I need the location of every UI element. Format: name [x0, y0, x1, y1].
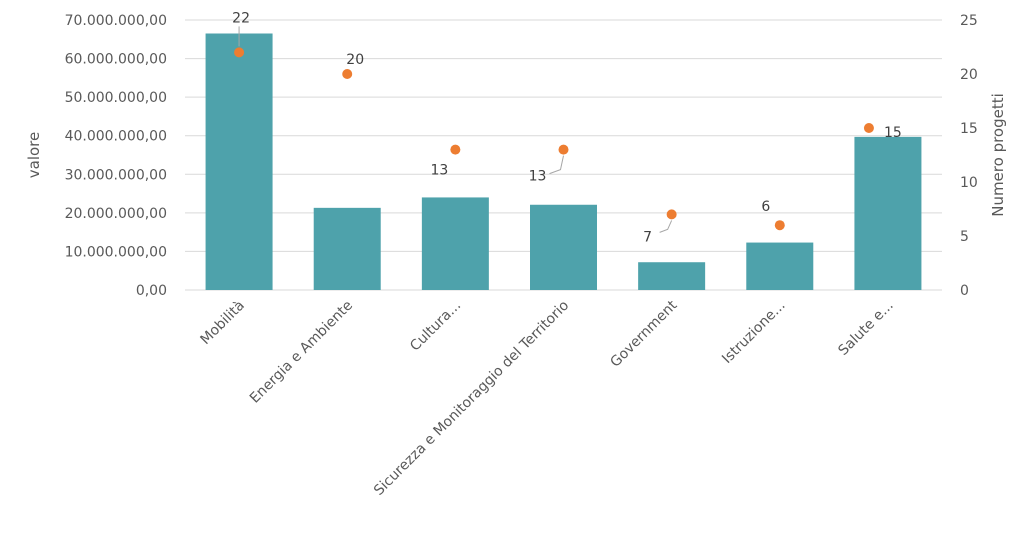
left-tick-label: 60.000.000,00: [65, 52, 167, 68]
data-point: [666, 209, 677, 220]
left-axis-title: valore: [25, 132, 43, 178]
point-data-label: 15: [884, 125, 902, 141]
left-tick-label: 10.000.000,00: [65, 244, 167, 260]
bar: [638, 262, 706, 290]
label-leader-line: [659, 220, 673, 233]
left-tick-label: 0,00: [136, 283, 167, 299]
category-label: Sicurezza e Monitoraggio del Territorio: [371, 298, 572, 499]
right-tick-label: 10: [960, 175, 978, 191]
bar: [205, 33, 273, 290]
left-tick-label: 40.000.000,00: [65, 129, 167, 145]
category-label: Istruzione...: [719, 298, 788, 367]
category-label: Cultura...: [407, 298, 464, 355]
bar-series: [205, 33, 922, 290]
right-tick-label: 25: [960, 13, 978, 29]
data-point: [774, 220, 785, 231]
label-leader-line: [549, 155, 564, 175]
right-tick-label: 20: [960, 67, 978, 83]
bar: [421, 197, 489, 290]
point-data-label: 22: [232, 10, 250, 26]
point-data-label: 7: [643, 229, 652, 245]
category-label: Energia e Ambiente: [247, 298, 356, 407]
point-data-label: 13: [529, 169, 547, 185]
point-series: [234, 47, 874, 231]
right-axis-title: Numero progetti: [989, 93, 1007, 217]
left-tick-label: 70.000.000,00: [65, 13, 167, 29]
data-point: [558, 144, 569, 155]
right-tick-label: 5: [960, 229, 969, 245]
right-tick-label: 0: [960, 283, 969, 299]
left-axis-ticks: 0,00 10.000.000,00 20.000.000,00 30.000.000…: [65, 13, 167, 299]
data-point: [342, 69, 353, 79]
data-labels: 22 20 13 13 7 6 15: [232, 10, 902, 245]
category-label: Mobilità: [197, 298, 247, 348]
bar: [746, 242, 814, 290]
category-label: Government: [607, 297, 680, 370]
point-data-label: 6: [761, 199, 770, 215]
point-data-label: 20: [346, 52, 364, 68]
data-point: [450, 144, 461, 155]
category-axis: Mobilità Energia e Ambiente Cultura...Sicu…: [197, 297, 896, 499]
bar: [854, 136, 922, 290]
data-point: [863, 123, 874, 133]
label-leaders: [238, 26, 673, 233]
point-data-label: 13: [430, 163, 448, 179]
data-point: [234, 47, 245, 58]
left-tick-label: 50.000.000,00: [65, 90, 167, 106]
category-label: Salute e...: [835, 298, 896, 359]
right-tick-label: 15: [960, 121, 978, 137]
bar: [530, 204, 597, 290]
left-tick-label: 30.000.000,00: [65, 167, 167, 183]
bar: [313, 207, 381, 290]
left-tick-label: 20.000.000,00: [65, 206, 167, 222]
right-axis-ticks: 0 5 10 15 20 25: [960, 13, 978, 299]
